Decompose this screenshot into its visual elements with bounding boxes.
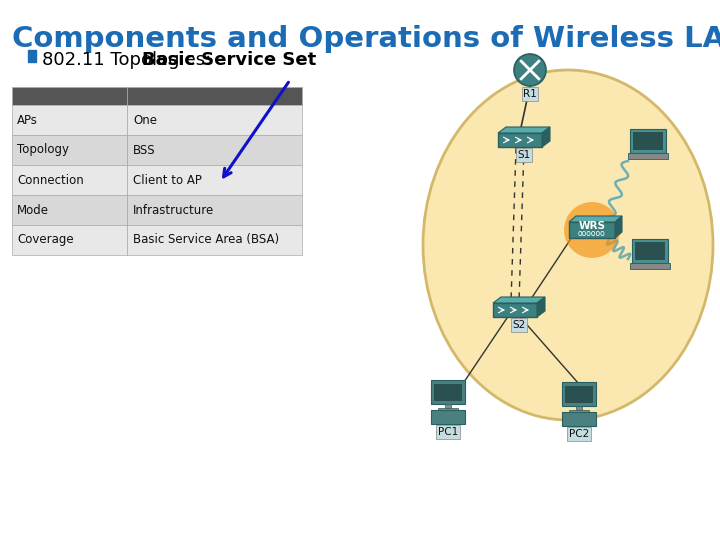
Bar xyxy=(431,380,465,404)
Text: APs: APs xyxy=(17,113,38,126)
Polygon shape xyxy=(498,127,550,133)
Bar xyxy=(630,129,666,153)
Text: Components and Operations of Wireless LAN: Components and Operations of Wireless LA… xyxy=(12,25,720,53)
Text: oooooo: oooooo xyxy=(578,230,606,239)
Text: Basic Service Area (BSA): Basic Service Area (BSA) xyxy=(133,233,279,246)
Text: S2: S2 xyxy=(513,320,526,330)
Bar xyxy=(434,384,462,401)
Bar xyxy=(438,408,458,412)
Ellipse shape xyxy=(423,70,713,420)
Bar xyxy=(569,222,615,238)
Polygon shape xyxy=(493,297,545,303)
Polygon shape xyxy=(537,297,545,317)
Text: Coverage: Coverage xyxy=(17,233,73,246)
Text: Basic Service Set: Basic Service Set xyxy=(142,51,316,69)
Polygon shape xyxy=(615,216,622,238)
Bar xyxy=(12,225,302,255)
Text: BSS: BSS xyxy=(133,144,156,157)
Text: Topology: Topology xyxy=(17,144,69,157)
Bar xyxy=(12,87,302,105)
Bar xyxy=(498,133,542,147)
Bar xyxy=(431,410,465,424)
Text: S1: S1 xyxy=(518,150,531,160)
Text: 802.11 Topologies:: 802.11 Topologies: xyxy=(42,51,217,69)
Bar xyxy=(12,165,302,195)
Bar xyxy=(28,50,36,62)
Circle shape xyxy=(564,202,620,258)
Bar xyxy=(12,105,302,135)
Bar xyxy=(12,195,302,225)
Polygon shape xyxy=(542,127,550,147)
Text: Mode: Mode xyxy=(17,204,49,217)
Text: R1: R1 xyxy=(523,89,537,99)
Text: PC2: PC2 xyxy=(569,429,589,439)
Bar xyxy=(493,303,537,317)
Text: Infrastructure: Infrastructure xyxy=(133,204,215,217)
Bar xyxy=(565,386,593,403)
Text: PC1: PC1 xyxy=(438,427,458,437)
Text: Client to AP: Client to AP xyxy=(133,173,202,186)
Bar xyxy=(12,135,302,165)
Bar xyxy=(633,132,663,150)
Bar xyxy=(630,263,670,269)
Bar xyxy=(562,412,596,426)
Bar xyxy=(628,153,668,159)
Polygon shape xyxy=(569,216,622,222)
Bar xyxy=(445,404,451,408)
Bar xyxy=(632,239,668,263)
Bar xyxy=(576,406,582,410)
Bar xyxy=(635,242,665,260)
Bar xyxy=(562,382,596,406)
Text: WRS: WRS xyxy=(578,221,606,231)
Text: Connection: Connection xyxy=(17,173,84,186)
Circle shape xyxy=(514,54,546,86)
Text: One: One xyxy=(133,113,157,126)
Bar xyxy=(569,410,589,414)
